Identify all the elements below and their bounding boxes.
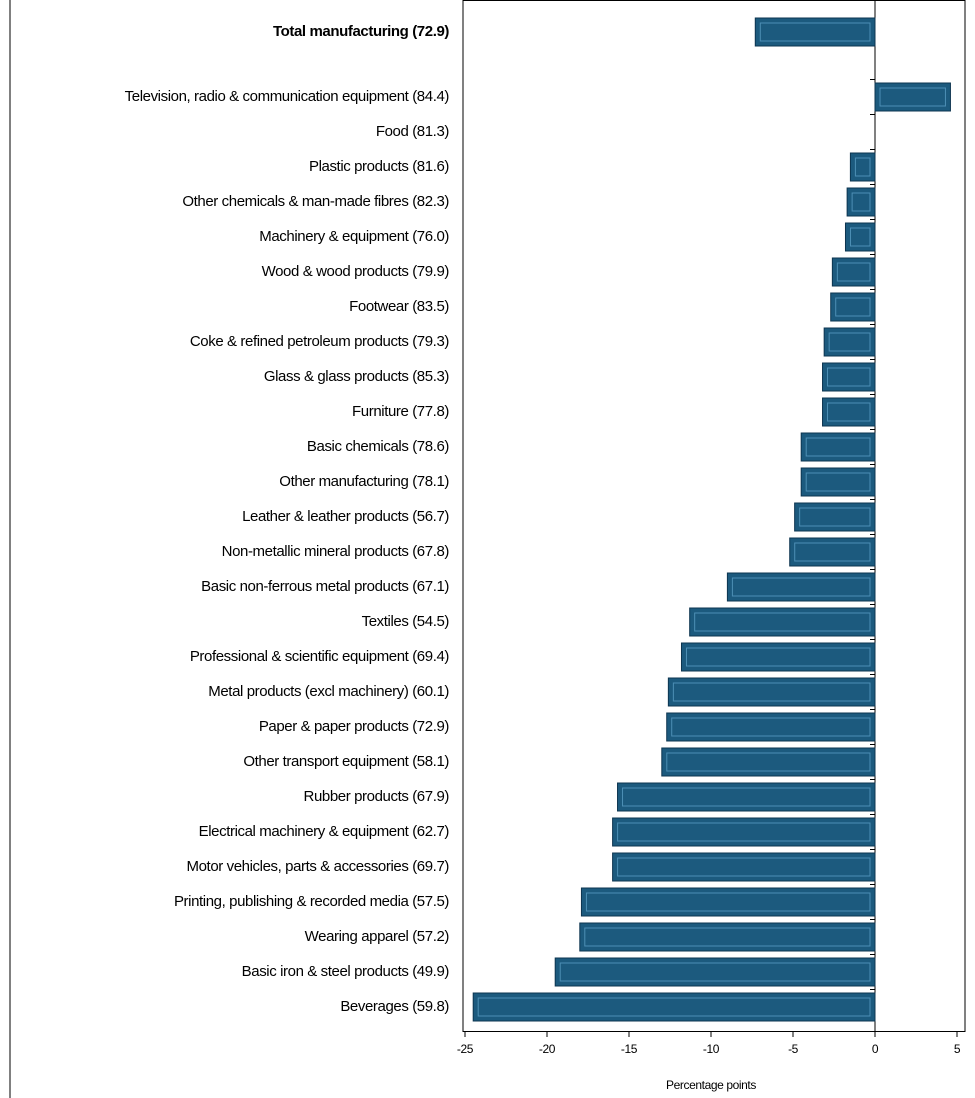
bar <box>831 257 876 287</box>
bar-bevel <box>617 857 871 877</box>
bar-bevel <box>799 507 871 527</box>
y-tick-label: Plastic products (81.6) <box>309 158 449 175</box>
y-tick-label: Metal products (excl machinery) (60.1) <box>208 683 449 700</box>
x-tick-label: -15 <box>621 1042 638 1056</box>
x-tick-label: -25 <box>457 1042 474 1056</box>
bar <box>612 852 876 882</box>
bar-bevel <box>617 822 871 842</box>
bar-bevel <box>851 192 871 212</box>
bar <box>823 327 876 357</box>
bar <box>800 467 876 497</box>
bar <box>849 152 876 182</box>
y-tick-label: Wood & wood products (79.9) <box>262 263 450 280</box>
bar <box>874 82 951 112</box>
y-tick-label: Textiles (54.5) <box>362 613 450 630</box>
bar <box>579 922 876 952</box>
bar <box>789 537 876 567</box>
bar <box>612 817 876 847</box>
y-tick-label: Basic iron & steel products (49.9) <box>242 963 450 980</box>
bar-bevel <box>805 437 871 457</box>
y-tick-label: Wearing apparel (57.2) <box>305 928 450 945</box>
x-tick-label: -5 <box>788 1042 799 1056</box>
bar-bevel <box>559 962 871 982</box>
bar-bevel <box>854 157 871 177</box>
bar <box>680 642 876 672</box>
bar-bevel <box>759 22 871 42</box>
x-tick-label: -20 <box>539 1042 556 1056</box>
bar-bevel <box>835 297 871 317</box>
y-tick-label: Other manufacturing (78.1) <box>279 473 449 490</box>
x-tick-label: 0 <box>872 1042 879 1056</box>
bar-bevel <box>879 87 946 107</box>
bar <box>794 502 876 532</box>
bar <box>667 677 876 707</box>
y-tick-label: Beverages (59.8) <box>340 998 449 1015</box>
y-tick-label: Non-metallic mineral products (67.8) <box>222 543 450 560</box>
bar-bevel <box>694 612 871 632</box>
bar-bevel <box>477 997 871 1017</box>
bar <box>661 747 876 777</box>
y-tick-label: Basic non-ferrous metal products (67.1) <box>201 578 449 595</box>
bar-bevel <box>666 752 871 772</box>
y-tick-label: Other transport equipment (58.1) <box>243 753 449 770</box>
bar-bevel <box>836 262 871 282</box>
y-tick-label: Leather & leather products (56.7) <box>242 508 449 525</box>
y-tick-label: Glass & glass products (85.3) <box>264 368 450 385</box>
bar <box>800 432 876 462</box>
bar <box>554 957 876 987</box>
bar <box>617 782 876 812</box>
bar-bevel <box>671 717 871 737</box>
bar-bevel <box>731 577 871 597</box>
bar <box>666 712 876 742</box>
bar <box>822 397 876 427</box>
y-tick-label: Printing, publishing & recorded media (5… <box>174 893 449 910</box>
bar <box>846 187 876 217</box>
y-tick-label: Coke & refined petroleum products (79.3) <box>190 333 450 350</box>
y-tick-label: Total manufacturing (72.9) <box>273 23 449 40</box>
bar <box>580 887 876 917</box>
plot-area <box>462 0 966 1032</box>
y-tick-label: Rubber products (67.9) <box>304 788 450 805</box>
x-tick-label: -10 <box>703 1042 720 1056</box>
bar <box>830 292 876 322</box>
bar <box>689 607 876 637</box>
y-tick-label: Electrical machinery & equipment (62.7) <box>199 823 450 840</box>
bar-bevel <box>672 682 871 702</box>
y-tick-label: Food (81.3) <box>376 123 450 140</box>
y-tick-label: Paper & paper products (72.9) <box>259 718 450 735</box>
x-axis-label: Percentage points <box>666 1078 756 1092</box>
bar <box>726 572 876 602</box>
bar-bevel <box>827 402 871 422</box>
y-tick-label: Television, radio & communication equipm… <box>125 88 450 105</box>
y-tick-label: Footwear (83.5) <box>349 298 449 315</box>
y-tick-label: Motor vehicles, parts & accessories (69.… <box>187 858 450 875</box>
y-tick-label: Furniture (77.8) <box>352 403 449 420</box>
bar-bevel <box>584 927 871 947</box>
bar <box>822 362 876 392</box>
bar <box>472 992 876 1022</box>
bar-bevel <box>849 227 871 247</box>
bar-bevel <box>685 647 871 667</box>
bar-bevel <box>805 472 871 492</box>
y-tick-label: Basic chemicals (78.6) <box>307 438 449 455</box>
y-tick-label: Professional & scientific equipment (69.… <box>190 648 450 665</box>
x-tick-label: 5 <box>954 1042 961 1056</box>
bar-bevel <box>585 892 871 912</box>
bar-bevel <box>828 332 871 352</box>
bar-bevel <box>794 542 871 562</box>
bar <box>754 17 876 47</box>
y-tick-label: Machinery & equipment (76.0) <box>259 228 449 245</box>
bar <box>844 222 876 252</box>
bar-bevel <box>622 787 871 807</box>
bar-bevel <box>827 367 871 387</box>
y-tick-label: Other chemicals & man-made fibres (82.3) <box>182 193 449 210</box>
